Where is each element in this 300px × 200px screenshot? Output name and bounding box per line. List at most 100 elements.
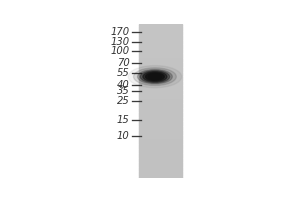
Text: 55: 55 [117,68,129,78]
Bar [139,111,182,113]
Bar [139,105,182,106]
Text: 25: 25 [117,96,129,106]
Bar [139,60,182,61]
Bar [139,24,182,25]
Bar [139,157,182,159]
Text: 170: 170 [110,27,129,37]
Bar [139,123,182,124]
Bar [139,88,182,89]
Bar [139,119,182,120]
Bar [139,160,182,161]
Bar [139,155,182,156]
Bar [139,138,182,140]
Bar [139,27,182,28]
Bar [139,145,182,146]
Bar [139,45,182,46]
Bar [139,109,182,110]
Bar [139,133,182,134]
Bar [139,113,182,114]
Bar [139,33,182,34]
Bar [139,34,182,36]
Bar [139,166,182,168]
Bar [139,65,182,66]
Text: 130: 130 [110,37,129,47]
Ellipse shape [148,74,162,79]
Bar [139,82,182,83]
Bar [139,131,182,132]
Bar [139,50,182,51]
Bar [139,73,182,74]
Bar [139,28,182,29]
Bar [139,100,182,101]
Bar [139,106,182,107]
Bar [139,52,182,54]
Ellipse shape [128,66,182,88]
Bar [139,64,182,65]
Bar [139,146,182,147]
Bar [139,47,182,48]
Bar [139,148,182,150]
Bar [139,128,182,129]
Text: 35: 35 [117,86,129,96]
Bar [139,87,182,88]
Bar [139,80,182,82]
Bar [139,136,182,137]
Ellipse shape [134,68,176,86]
Bar [139,62,182,64]
Bar [139,116,182,118]
Bar [139,168,182,169]
Bar [139,71,182,73]
Bar [139,25,182,27]
Bar [139,110,182,111]
Bar [139,86,182,87]
Bar [139,96,182,97]
Text: 70: 70 [117,58,129,68]
Bar [139,39,182,41]
Bar [139,41,182,42]
Bar [139,173,182,174]
Bar [139,151,182,152]
Bar [139,142,182,143]
Bar [139,124,182,125]
Bar [139,43,182,45]
Bar [139,159,182,160]
Text: 40: 40 [117,80,129,90]
Bar [139,66,182,68]
Ellipse shape [140,71,169,83]
Bar [139,107,182,109]
Bar [139,165,182,166]
Bar [139,56,182,57]
Bar [139,152,182,154]
Bar [139,57,182,59]
Bar [139,61,182,62]
Bar [139,129,182,131]
Bar [139,161,182,163]
Bar [139,134,182,136]
Bar [139,68,182,69]
Bar [139,42,182,43]
Bar [139,150,182,151]
Text: 100: 100 [110,46,129,56]
Bar [139,59,182,60]
Bar [139,147,182,148]
Bar [139,98,182,100]
Bar [139,54,182,55]
Bar [139,156,182,157]
Bar [139,37,182,38]
Bar [139,83,182,84]
Bar [139,115,182,116]
Bar [139,164,182,165]
Bar [139,91,182,92]
Bar [139,172,182,173]
Bar [139,141,182,142]
Text: 10: 10 [117,131,129,141]
Bar [139,48,182,50]
Bar [139,140,182,141]
Bar [139,89,182,91]
Ellipse shape [146,73,164,81]
Bar [139,55,182,56]
Bar [139,78,182,79]
Bar [139,143,182,145]
Bar [139,125,182,127]
Bar [139,102,182,104]
